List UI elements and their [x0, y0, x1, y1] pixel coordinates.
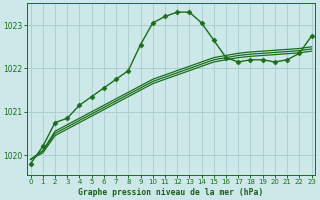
X-axis label: Graphe pression niveau de la mer (hPa): Graphe pression niveau de la mer (hPa) [78, 188, 264, 197]
